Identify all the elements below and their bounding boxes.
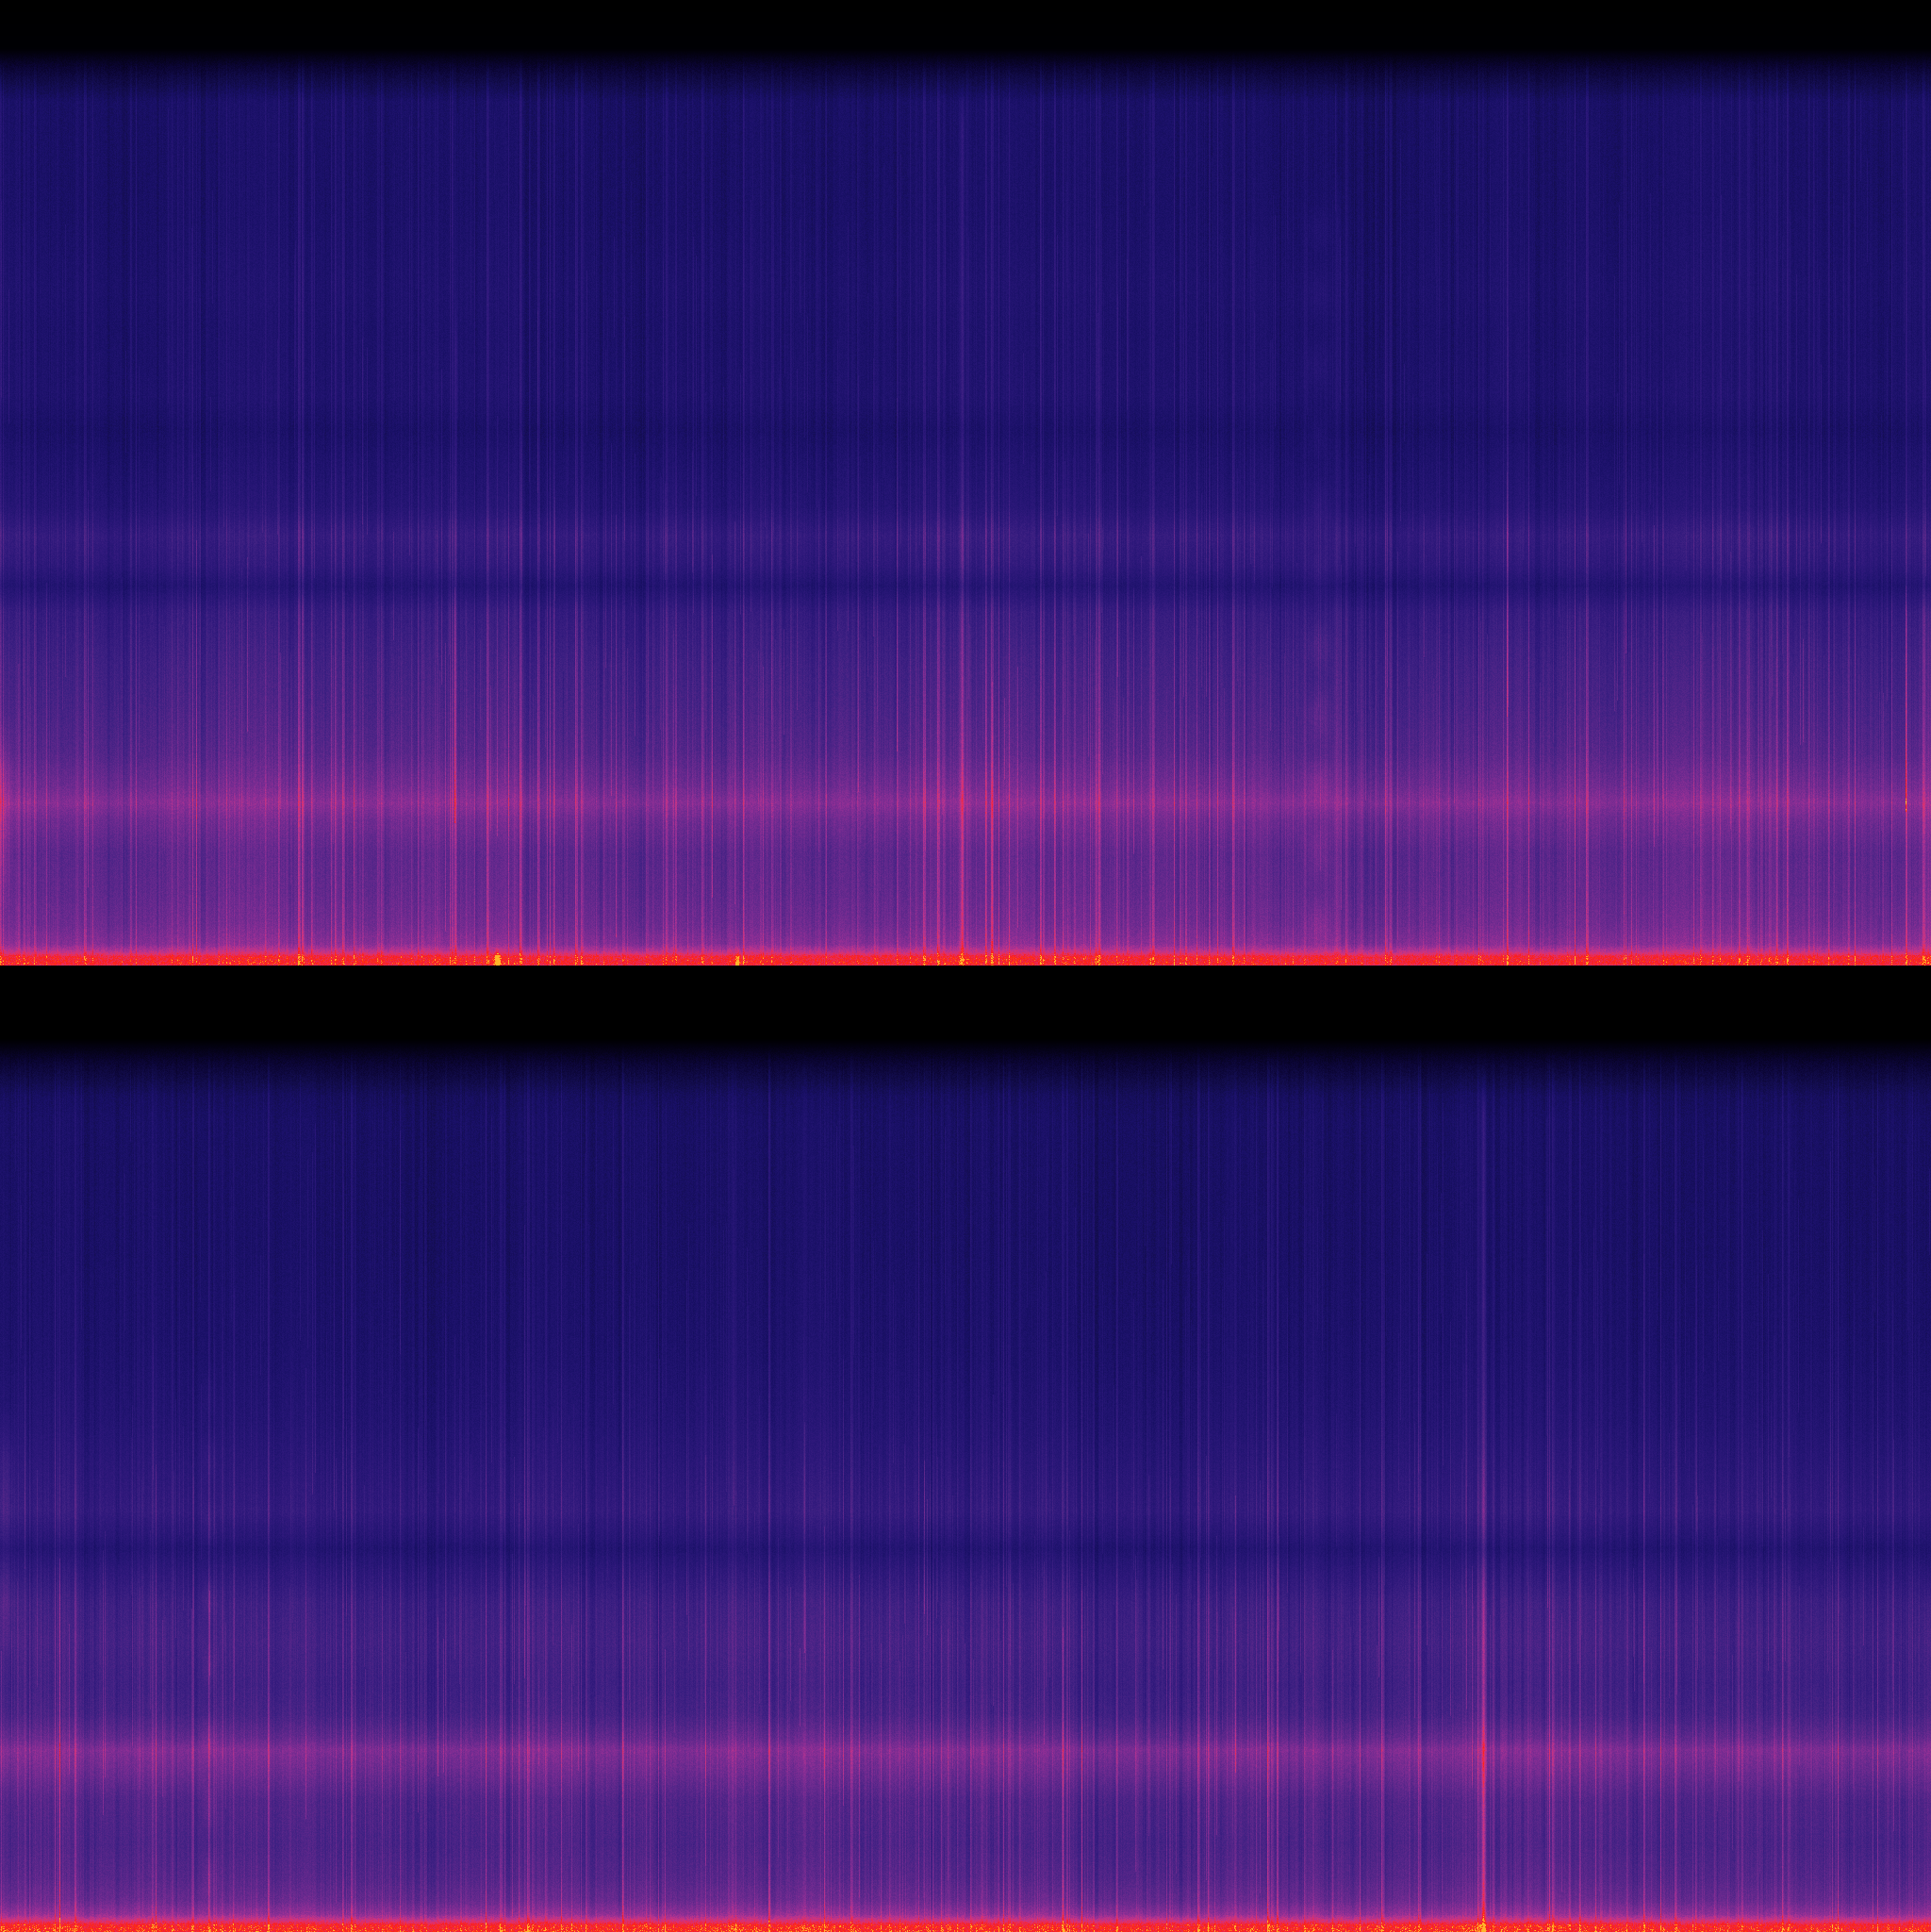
spectrogram-view (0, 0, 1931, 1932)
spectrogram-canvas (0, 0, 1931, 1932)
